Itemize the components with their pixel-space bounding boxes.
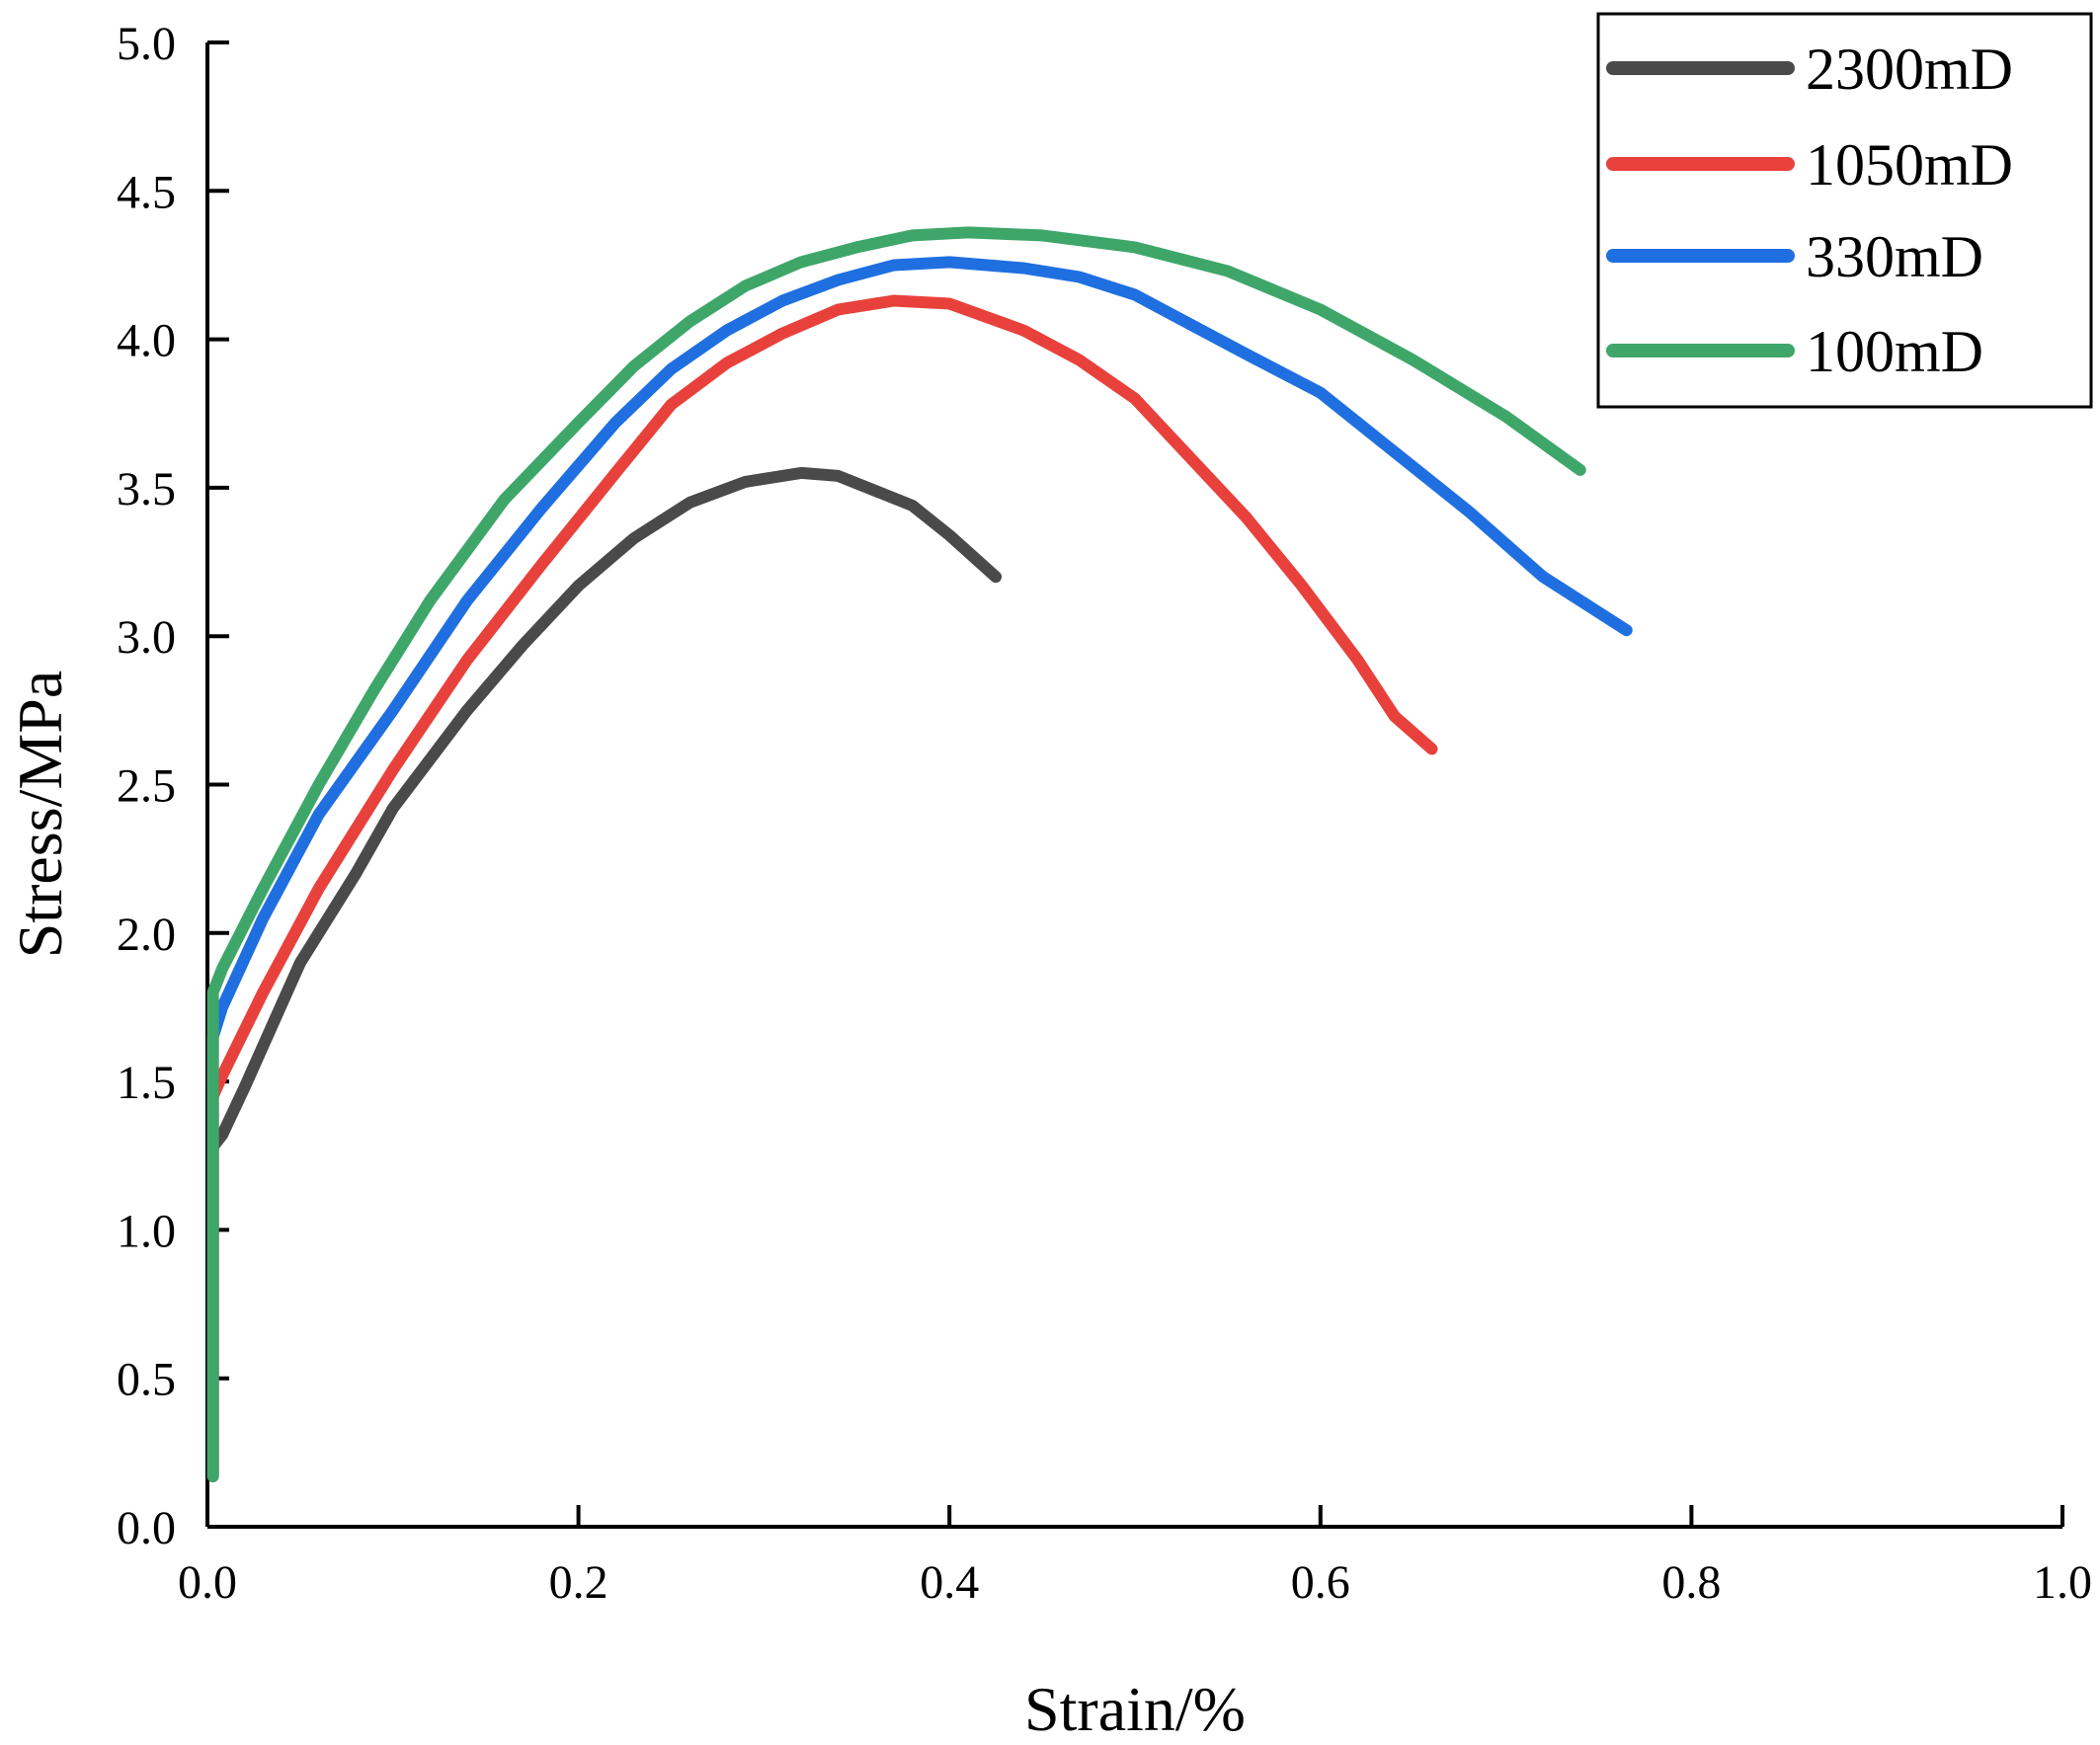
series-line-330mD xyxy=(206,256,1633,1482)
y-tick-label: 1.5 xyxy=(117,1057,176,1109)
y-axis-title: Stress/MPa xyxy=(5,671,75,959)
y-tick-label: 0.5 xyxy=(117,1354,176,1406)
series-line-2300mD xyxy=(206,466,1003,1482)
x-axis-title: Strain/% xyxy=(1024,1674,1246,1744)
series-line-1050mD xyxy=(206,294,1438,1482)
legend-label-1050mD: 1050mD xyxy=(1806,132,2013,198)
y-tick-label: 5.0 xyxy=(117,18,176,70)
y-tick-label: 4.0 xyxy=(117,315,176,367)
x-tick-label: 0.0 xyxy=(178,1556,237,1609)
series-layer xyxy=(206,226,1633,1482)
y-tick-label: 2.5 xyxy=(117,760,176,813)
y-tick-label: 2.0 xyxy=(117,909,176,961)
series-line-100mD xyxy=(206,226,1586,1482)
y-tick-label: 1.0 xyxy=(117,1205,176,1257)
legend-label-2300mD: 2300mD xyxy=(1806,37,2013,102)
x-tick-label: 0.6 xyxy=(1291,1556,1350,1609)
x-tick-label: 0.8 xyxy=(1661,1556,1721,1609)
y-tick-label: 3.0 xyxy=(117,611,176,664)
x-tick-label: 0.2 xyxy=(549,1556,608,1609)
legend-label-330mD: 330mD xyxy=(1806,224,1983,289)
y-tick-label: 0.0 xyxy=(117,1502,176,1554)
y-tick-label: 3.5 xyxy=(117,463,176,516)
legend: 2300mD 1050mD 330mD 100mD xyxy=(1596,12,2093,409)
y-tick-label: 4.5 xyxy=(117,166,176,218)
axes: 0.0 0.2 0.4 0.6 0.8 1.0 0.0 0.5 1.0 1.5 2.0 2.5 3.0 3… xyxy=(117,18,2092,1609)
x-tick-label: 1.0 xyxy=(2033,1556,2092,1609)
x-tick-label: 0.4 xyxy=(920,1556,979,1609)
legend-box xyxy=(1596,12,2093,409)
legend-label-100mD: 100mD xyxy=(1806,319,1983,384)
